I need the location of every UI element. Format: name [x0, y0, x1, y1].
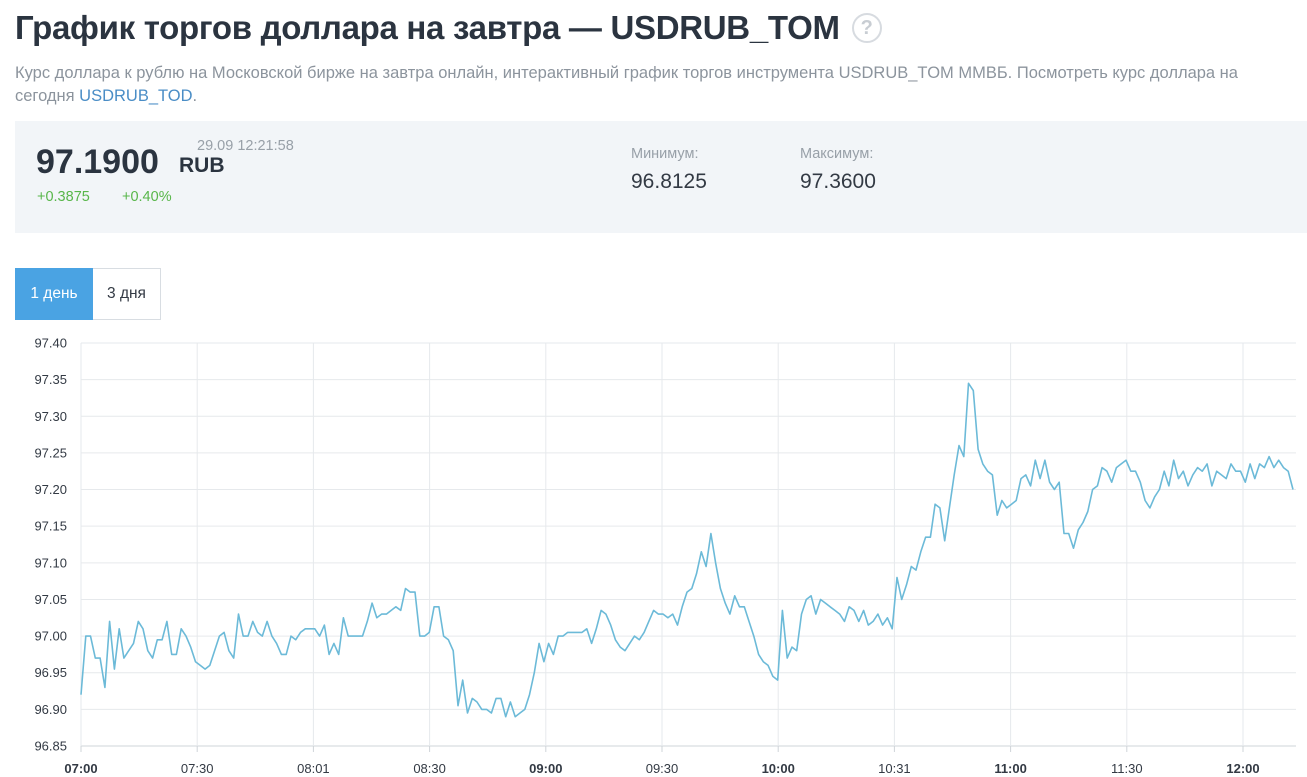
- price-chart[interactable]: 97.40 97.35 97.30 97.25 97.20 97.15 97.10 97.05…: [0, 330, 1307, 777]
- quote-panel: 97.1900 RUB 29.09 12:21:58 +0.3875 +0.40…: [15, 121, 1307, 233]
- x-tick-label: 11:00: [994, 761, 1027, 776]
- range-tabs: 1 день 3 дня: [15, 268, 161, 320]
- y-tick-label: 97.20: [34, 482, 67, 497]
- usdrub-tod-link[interactable]: USDRUB_TOD: [79, 87, 193, 105]
- price-change-percent: +0.40%: [122, 189, 172, 205]
- x-tick-label: 12:00: [1226, 761, 1259, 776]
- y-tick-label: 97.35: [34, 372, 67, 387]
- x-tick-label: 07:00: [64, 761, 97, 776]
- y-tick-label: 97.00: [34, 629, 67, 644]
- price-series-line: [80, 382, 1294, 718]
- x-tick-label: 09:00: [529, 761, 562, 776]
- x-tick-label: 10:31: [878, 761, 911, 776]
- y-tick-label: 97.40: [34, 336, 67, 351]
- y-tick-label: 96.90: [34, 702, 67, 717]
- y-tick-label: 97.05: [34, 592, 67, 607]
- y-tick-label: 96.85: [34, 739, 67, 754]
- x-tick-label: 07:30: [181, 761, 214, 776]
- y-tick-label: 97.30: [34, 409, 67, 424]
- maximum-label: Максимум:: [800, 146, 874, 162]
- question-circle-icon[interactable]: ?: [851, 13, 882, 43]
- x-tick-label: 09:30: [646, 761, 679, 776]
- x-tick-label: 11:30: [1111, 761, 1143, 776]
- minimum-value: 96.8125: [631, 170, 707, 193]
- page-title: График торгов доллара на завтра — USDRUB…: [15, 9, 840, 46]
- description-text: Курс доллара к рублю на Московской бирже…: [15, 64, 1238, 105]
- price-change-absolute: +0.3875: [37, 189, 90, 205]
- tab-3-days[interactable]: 3 дня: [93, 268, 161, 320]
- tab-1-day[interactable]: 1 день: [15, 268, 93, 320]
- y-tick-label: 97.15: [34, 519, 67, 534]
- maximum-value: 97.3600: [800, 170, 876, 193]
- y-tick-label: 97.10: [34, 555, 67, 570]
- y-tick-label: 96.95: [34, 665, 67, 680]
- x-tick-label: 08:30: [413, 761, 446, 776]
- y-tick-label: 97.25: [34, 445, 67, 460]
- quote-timestamp: 29.09 12:21:58: [197, 138, 294, 154]
- title-row: График торгов доллара на завтра — USDRUB…: [15, 6, 882, 50]
- x-tick-label: 08:01: [297, 761, 330, 776]
- description-end: .: [192, 87, 198, 105]
- currency-label: RUB: [179, 154, 225, 177]
- minimum-label: Минимум:: [631, 146, 699, 162]
- x-tick-label: 10:00: [762, 761, 795, 776]
- current-price: 97.1900: [36, 143, 159, 181]
- page-description: Курс доллара к рублю на Московской бирже…: [15, 62, 1285, 108]
